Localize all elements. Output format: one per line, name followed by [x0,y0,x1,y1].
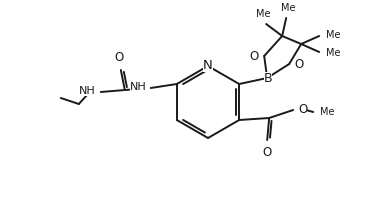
Text: O: O [249,50,258,62]
Text: B: B [264,72,273,84]
Text: NH: NH [79,86,96,96]
Text: O: O [263,146,272,159]
Text: O: O [114,51,123,64]
Text: N: N [203,59,213,72]
Text: Me: Me [326,30,341,40]
Text: Me: Me [320,107,335,117]
Text: NH: NH [130,82,147,92]
Text: Me: Me [326,48,341,58]
Text: Me: Me [256,9,270,19]
Text: O: O [294,57,303,70]
Text: Me: Me [281,3,295,13]
Text: O: O [298,103,308,116]
